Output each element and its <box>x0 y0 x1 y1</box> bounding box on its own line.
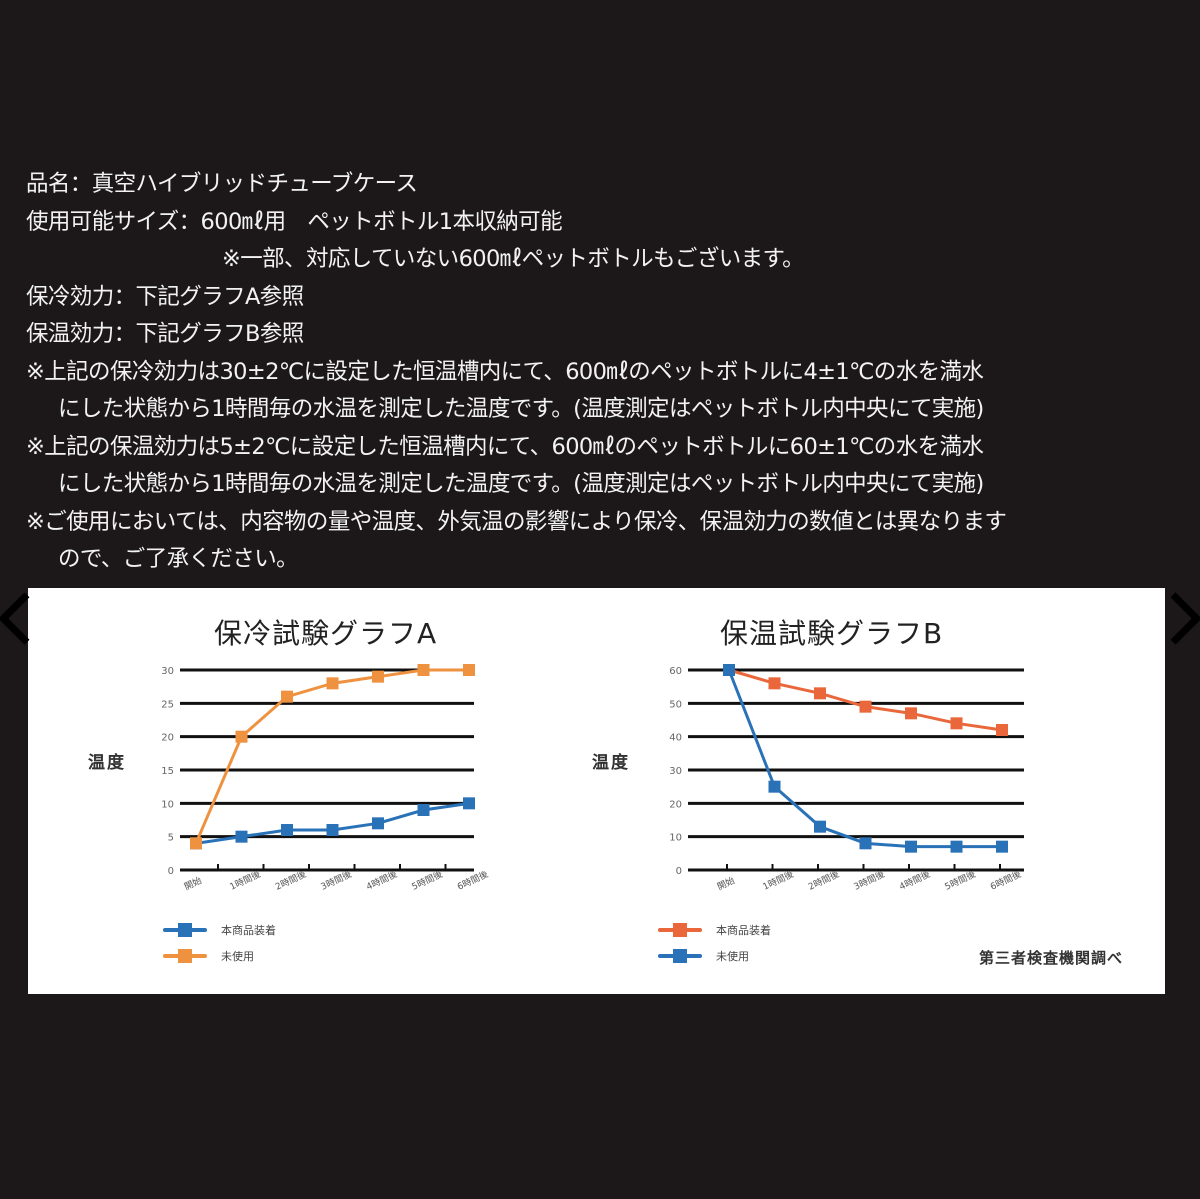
data-point <box>814 687 826 700</box>
chart-a-title: 保冷試験グラフA <box>214 617 438 650</box>
data-point <box>905 707 917 720</box>
legend-swatch-orange <box>163 949 207 963</box>
legend-label: 未使用 <box>716 950 749 963</box>
x-tick-label: 4時間後 <box>364 868 399 893</box>
y-tick-label: 50 <box>669 699 682 710</box>
chart-b-ylabel: 温度 <box>592 753 630 773</box>
product-specs: 品名：真空ハイブリッドチューブケース 使用可能サイズ：600㎖用 ペットボトル1… <box>26 166 1176 579</box>
x-tick-label: 6時間後 <box>455 868 490 893</box>
y-tick-label: 0 <box>168 866 174 877</box>
x-tick-label: 4時間後 <box>897 868 932 893</box>
data-point <box>768 780 781 793</box>
charts-panel: 保冷試験グラフA 温度 0 5 10 15 20 25 30 開始 1時間後 2時間後 3時間後 4時… <box>28 588 1165 994</box>
data-point <box>859 837 872 850</box>
spec-usable-size: 使用可能サイズ：600㎖用 ペットボトル1本収納可能 <box>26 208 563 235</box>
x-tick-label: 3時間後 <box>852 868 887 893</box>
chart-b-title: 保温試験グラフB <box>720 617 944 650</box>
note-usage-disclaimer-cont: ので、ご了承ください。 <box>58 546 299 572</box>
legend-label: 未使用 <box>221 950 254 963</box>
chart-a-legend: 本商品装着 未使用 <box>163 917 276 969</box>
data-point <box>950 717 963 730</box>
x-tick-label: 2時間後 <box>273 868 308 893</box>
y-tick-label: 5 <box>168 833 174 844</box>
data-point <box>996 840 1008 853</box>
legend-label: 本商品装着 <box>221 924 276 937</box>
chart-a-plot: 0 5 10 15 20 25 30 開始 1時間後 2時間後 3時間後 4時間後 5時間後 6時間後 <box>161 664 490 893</box>
legend-swatch-blue <box>163 923 207 937</box>
x-tick-label: 3時間後 <box>319 868 354 893</box>
x-tick-label: 2時間後 <box>806 868 841 893</box>
data-point <box>859 700 872 713</box>
legend-item: 本商品装着 <box>658 917 771 943</box>
y-tick-label: 25 <box>161 699 174 710</box>
y-tick-label: 10 <box>669 833 682 844</box>
data-point <box>768 677 781 690</box>
data-point <box>417 804 430 816</box>
data-point <box>463 664 475 676</box>
data-point <box>723 664 735 676</box>
data-point <box>326 677 339 690</box>
legend-label: 本商品装着 <box>716 924 771 937</box>
x-tick-label: 5時間後 <box>943 868 978 893</box>
y-tick-label: 15 <box>161 766 174 777</box>
note-cold-test: ※上記の保冷効力は30±2℃に設定した恒温槽内にて、600㎖のペットボトルに4±… <box>26 358 984 385</box>
y-tick-label: 20 <box>161 733 174 744</box>
y-tick-label: 20 <box>669 799 682 810</box>
chart-b: 保温試験グラフB 温度 0 10 20 30 40 50 60 開始 1時間後 2時間後 3時間後 4… <box>528 588 1165 994</box>
data-point <box>235 830 248 843</box>
note-cold-test-cont: にした状態から1時間毎の水温を測定した温度です。(温度測定はペットボトル内中央に… <box>58 396 984 422</box>
x-tick-label: 開始 <box>182 874 203 892</box>
legend-item: 未使用 <box>163 943 276 969</box>
y-tick-label: 60 <box>669 666 682 677</box>
spec-product-name: 品名：真空ハイブリッドチューブケース <box>26 171 418 197</box>
chart-a: 保冷試験グラフA 温度 0 5 10 15 20 25 30 開始 1時間後 2時間後 3時間後 4時… <box>28 588 588 994</box>
chart-b-plot: 0 10 20 30 40 50 60 開始 1時間後 2時間後 3時間後 4時間後 5時間後 6時間後 <box>669 664 1024 893</box>
x-tick-label: 6時間後 <box>988 868 1023 893</box>
legend-item: 本商品装着 <box>163 917 276 943</box>
data-point <box>814 820 826 833</box>
legend-item: 未使用 <box>658 943 771 969</box>
data-point <box>417 664 430 676</box>
data-point <box>281 690 293 703</box>
note-usage-disclaimer: ※ご使用においては、内容物の量や温度、外気温の影響により保冷、保温効力の数値とは… <box>26 508 1007 535</box>
data-point <box>326 824 339 836</box>
data-point <box>463 797 475 810</box>
note-heat-test: ※上記の保温効力は5±2℃に設定した恒温槽内にて、600㎖のペットボトルに60±… <box>26 433 984 460</box>
y-tick-label: 30 <box>161 666 174 677</box>
spec-size-note: ※一部、対応していない600㎖ペットボトルもございます。 <box>222 246 805 272</box>
data-point <box>190 837 202 850</box>
spec-heat-retention: 保温効力：下記グラフB参照 <box>26 321 304 347</box>
x-tick-label: 開始 <box>715 874 736 892</box>
y-tick-label: 40 <box>669 733 682 744</box>
spec-cold-retention: 保冷効力：下記グラフA参照 <box>26 283 304 310</box>
data-point <box>372 670 384 683</box>
legend-swatch-blue <box>658 949 702 963</box>
x-tick-label: 1時間後 <box>228 868 263 893</box>
source-note: 第三者検査機関調べ <box>978 949 1123 967</box>
x-tick-label: 5時間後 <box>410 868 445 893</box>
data-point <box>950 840 963 853</box>
chart-a-ylabel: 温度 <box>88 753 126 773</box>
y-tick-label: 10 <box>161 799 174 810</box>
data-point <box>996 724 1008 736</box>
data-point <box>281 824 293 836</box>
data-point <box>235 730 248 743</box>
x-tick-label: 1時間後 <box>761 868 796 893</box>
data-point <box>372 817 384 830</box>
data-point <box>905 840 917 853</box>
y-tick-label: 0 <box>676 866 682 877</box>
chart-b-legend: 本商品装着 未使用 <box>658 917 771 969</box>
note-heat-test-cont: にした状態から1時間毎の水温を測定した温度です。(温度測定はペットボトル内中央に… <box>58 471 984 497</box>
y-tick-label: 30 <box>669 766 682 777</box>
legend-swatch-red <box>658 923 702 937</box>
